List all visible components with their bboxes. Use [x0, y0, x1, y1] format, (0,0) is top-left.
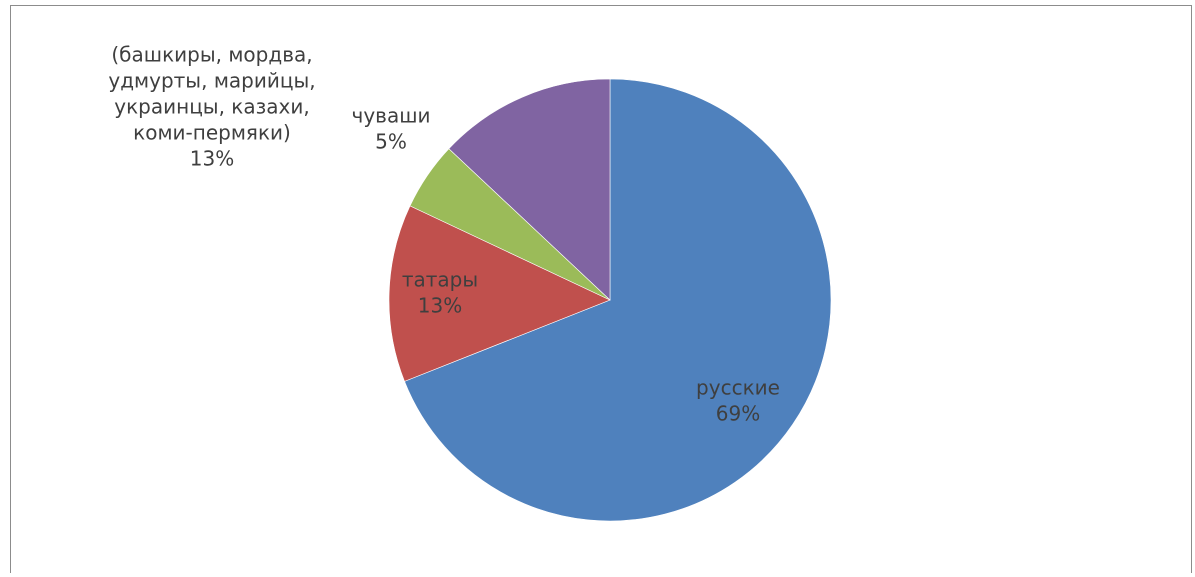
pie-slices: [388, 78, 832, 522]
data-label-tatars-line-2: 13%: [418, 294, 462, 318]
data-label-chuvash-line-2: 5%: [375, 130, 407, 154]
data-label-others-line-3: украинцы, казахи,: [114, 95, 309, 119]
data-label-russians-line-2: 69%: [716, 402, 760, 426]
pie-slice-others: [448, 78, 611, 301]
data-label-others-line-1: (башкиры, мордва,: [111, 43, 312, 67]
data-label-russians-line-1: русские: [696, 376, 780, 400]
data-label-others-line-4: коми-пермяки): [133, 121, 291, 145]
data-label-tatars-line-1: татары: [402, 268, 478, 292]
data-label-others-line-5: 13%: [190, 147, 234, 171]
pie-slice-russians: [404, 78, 832, 522]
data-label-chuvash-line-1: чуваши: [352, 104, 431, 128]
data-label-others-line-2: удмурты, марийцы,: [108, 69, 315, 93]
chart-area-border: [10, 5, 1192, 573]
pie-slice-tatars: [388, 205, 611, 382]
data-label-others: (башкиры, мордва,удмурты, марийцы,украин…: [108, 43, 315, 171]
